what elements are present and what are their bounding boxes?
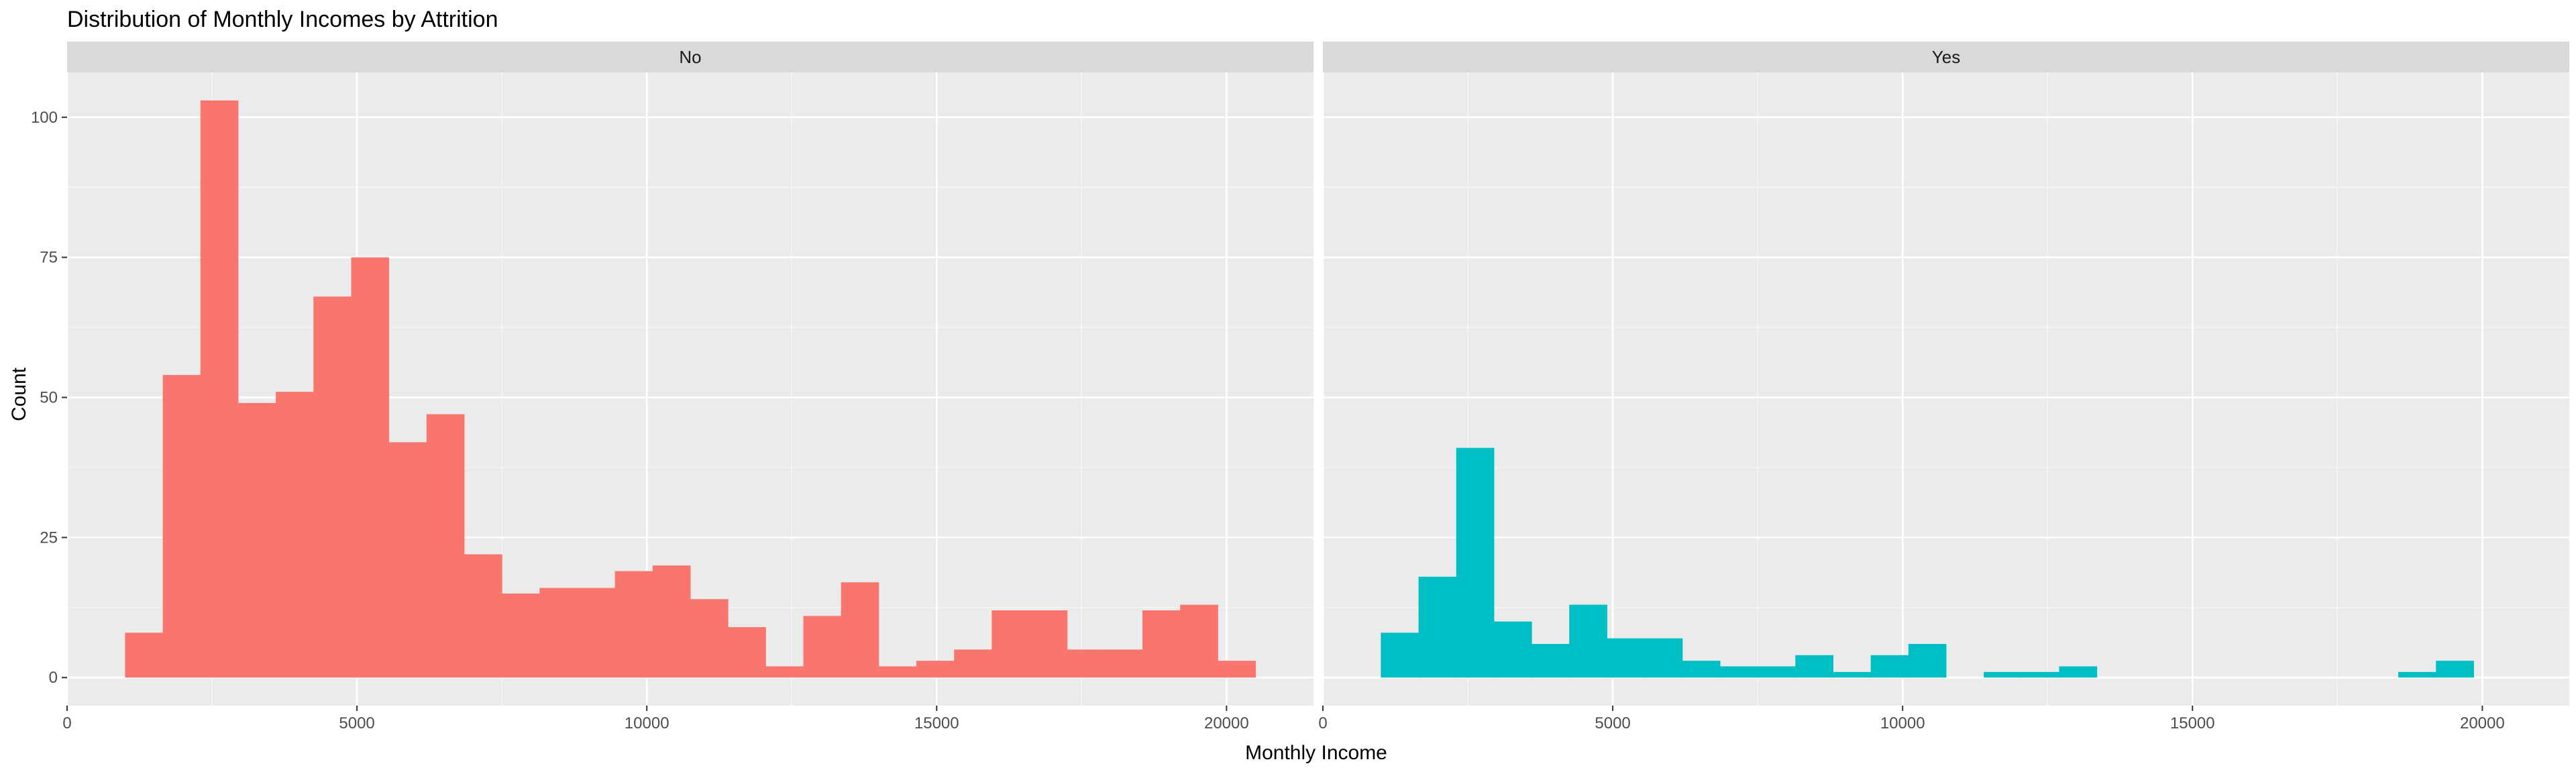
histogram-bar <box>351 257 390 678</box>
histogram-bar <box>200 100 239 678</box>
histogram-bar <box>878 666 917 678</box>
histogram-bar <box>1104 649 1143 678</box>
histogram-bar <box>2059 666 2098 678</box>
facet-strip <box>67 42 1313 72</box>
x-axis-label: Monthly Income <box>1245 742 1387 764</box>
histogram-bar <box>388 442 427 678</box>
histogram-bar <box>577 588 616 678</box>
histogram-bar <box>1456 447 1495 678</box>
histogram-bar <box>765 666 804 678</box>
histogram-bar <box>1569 604 1607 678</box>
y-tick-label: 50 <box>40 389 58 407</box>
x-tick-label: 0 <box>1318 714 1327 732</box>
histogram-bar <box>1607 638 1646 678</box>
histogram-bar <box>2436 661 2474 678</box>
histogram-bar <box>1218 661 1256 678</box>
facet-strip-label: No <box>679 47 701 67</box>
x-tick-label: 15000 <box>914 714 959 732</box>
histogram-bar <box>916 661 955 678</box>
x-tick-label: 5000 <box>1595 714 1630 732</box>
histogram-bar <box>464 554 502 678</box>
x-tick-label: 20000 <box>1204 714 1249 732</box>
facet-panel-yes: Yes 0 5000 10000 15000 20000 <box>1318 42 2569 732</box>
histogram-bar <box>1984 671 2022 678</box>
y-tick-label: 75 <box>40 249 58 267</box>
x-tick-label: 0 <box>62 714 71 732</box>
histogram-bar <box>276 392 314 678</box>
histogram-bar <box>1644 638 1683 678</box>
histogram-bar <box>1493 621 1532 678</box>
histogram-bar <box>1795 655 1833 678</box>
histogram-bar <box>502 593 540 678</box>
facet-strip <box>1323 42 2569 72</box>
histogram-bar <box>125 632 164 678</box>
histogram-bar <box>991 610 1030 678</box>
histogram-bar <box>1532 644 1570 678</box>
histogram-bar <box>1418 576 1457 678</box>
histogram-bar <box>237 402 276 678</box>
histogram-bar <box>2021 671 2060 678</box>
plot-panel <box>1323 72 2569 706</box>
histogram-bar <box>1067 649 1106 678</box>
y-axis-label: Count <box>8 367 30 421</box>
histogram-bar <box>162 375 201 678</box>
x-tick-label: 5000 <box>339 714 374 732</box>
x-tick-label: 15000 <box>2170 714 2215 732</box>
histogram-bar <box>1180 604 1218 678</box>
histogram-bar <box>1833 671 1872 678</box>
histogram-bar <box>614 571 653 678</box>
chart-title: Distribution of Monthly Incomes by Attri… <box>67 7 498 32</box>
histogram-bar <box>1029 610 1068 678</box>
x-tick-label: 20000 <box>2460 714 2505 732</box>
histogram-bar <box>1908 644 1947 678</box>
histogram-bar <box>954 649 992 678</box>
histogram-bar <box>539 588 578 678</box>
facet-strip-label: Yes <box>1932 47 1960 67</box>
histogram-bar <box>690 599 729 678</box>
y-tick-label: 100 <box>31 109 58 127</box>
histogram-bar <box>1682 661 1721 678</box>
histogram-bar <box>652 565 691 678</box>
y-tick-label: 0 <box>49 669 58 687</box>
histogram-bar <box>728 627 766 678</box>
y-tick-label: 25 <box>40 529 58 547</box>
histogram-bar <box>1758 666 1796 678</box>
histogram-bar <box>1142 610 1181 678</box>
x-tick-label: 10000 <box>1880 714 1925 732</box>
x-tick-label: 10000 <box>625 714 669 732</box>
histogram-bar <box>313 296 352 678</box>
histogram-bar <box>1870 655 1909 678</box>
histogram-bar <box>2398 671 2436 678</box>
histogram-bar <box>1381 632 1419 678</box>
facet-panel-no: No 0 5000 10000 15000 20000 0 25 50 75 100 <box>31 42 1313 732</box>
histogram-bar <box>1719 666 1758 678</box>
histogram-bar <box>841 582 879 678</box>
facet-panels: No 0 5000 10000 15000 20000 0 25 50 75 100 Yes 0 5000… <box>31 42 2569 732</box>
histogram-bar <box>426 414 465 678</box>
histogram-bar <box>803 616 842 678</box>
